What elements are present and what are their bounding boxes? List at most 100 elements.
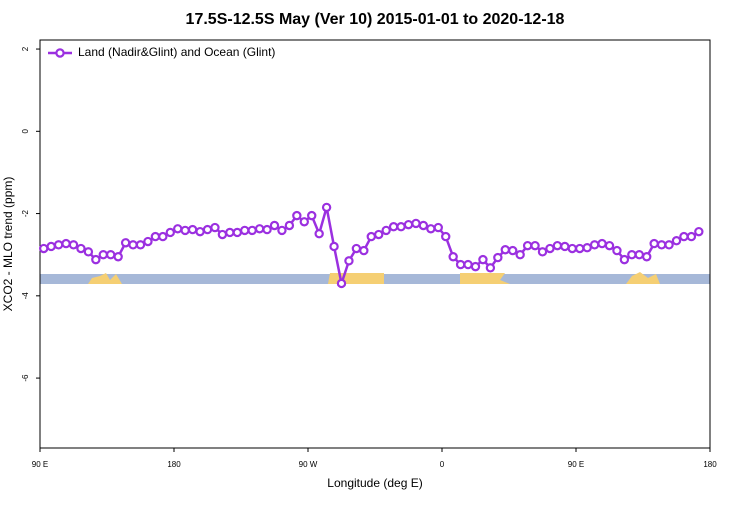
point (694, 226, 704, 237)
point (388, 222, 399, 232)
point (113, 252, 123, 262)
point (381, 225, 391, 236)
point (120, 238, 131, 248)
point (508, 245, 518, 256)
legend-label: Land (Nadir&Glint) and Ocean (Glint) (78, 45, 275, 59)
point (463, 259, 473, 270)
point (552, 240, 563, 251)
point (83, 247, 94, 257)
point (582, 243, 592, 253)
point (664, 240, 674, 250)
point (202, 224, 213, 235)
point (634, 249, 644, 260)
point (187, 224, 198, 235)
point (292, 210, 302, 221)
point (240, 225, 250, 236)
point (180, 225, 190, 236)
point (135, 240, 146, 250)
point (478, 254, 488, 265)
point (98, 249, 108, 260)
point (39, 243, 49, 254)
point (254, 224, 265, 234)
y-tick-label: -2 (21, 209, 30, 217)
x-tick-label: 180 (703, 460, 717, 469)
point (455, 259, 466, 270)
point (277, 225, 287, 236)
y-tick-label: -4 (21, 292, 30, 300)
point (567, 243, 577, 254)
point (448, 252, 458, 262)
point (329, 241, 339, 252)
point (143, 236, 153, 247)
point (307, 210, 317, 221)
point (493, 252, 503, 263)
point (537, 247, 548, 257)
point (262, 224, 272, 235)
legend-marker (55, 48, 65, 58)
point (374, 229, 384, 240)
point (597, 238, 607, 249)
point (76, 243, 86, 254)
point (210, 222, 220, 233)
chart-title: 17.5S-12.5S May (Ver 10) 2015-01-01 to 2… (186, 11, 565, 28)
x-tick-label: 90 E (568, 460, 584, 469)
point (642, 252, 652, 262)
x-tick-label: 90 E (32, 460, 48, 469)
point (195, 226, 205, 237)
y-axis-label: XCO2 - MLO trend (ppm) (1, 177, 15, 312)
point (470, 261, 481, 272)
y-tick-label: -6 (21, 374, 30, 382)
y-tick-label: 2 (21, 46, 30, 51)
point (604, 240, 615, 251)
plot-frame (39, 39, 711, 449)
point (53, 240, 64, 250)
point (485, 263, 496, 273)
point (91, 254, 101, 265)
point (46, 241, 56, 252)
y-tick-label: 0 (21, 129, 30, 134)
point (150, 231, 161, 242)
point (411, 218, 421, 229)
point (433, 222, 443, 233)
point (359, 245, 369, 256)
point (232, 227, 242, 238)
point (441, 231, 451, 242)
point (515, 249, 525, 260)
point (522, 240, 533, 251)
point (269, 220, 280, 231)
point (426, 224, 436, 234)
point (321, 202, 332, 213)
point (619, 254, 630, 265)
land-mask (40, 272, 710, 284)
point (500, 245, 510, 255)
point (225, 227, 235, 238)
point (679, 231, 689, 242)
point (128, 240, 138, 250)
point (560, 241, 570, 252)
x-tick-label: 0 (440, 460, 445, 469)
point (396, 222, 406, 232)
point (314, 229, 324, 239)
point (530, 240, 540, 251)
point (589, 240, 600, 250)
point (656, 240, 667, 250)
point (165, 227, 175, 238)
point (247, 225, 257, 236)
x-axis-label: Longitude (deg E) (327, 476, 422, 490)
point (403, 219, 414, 230)
point (344, 256, 354, 266)
point (351, 243, 362, 254)
point (336, 278, 347, 289)
point (61, 238, 71, 249)
point (366, 231, 376, 242)
point (173, 224, 183, 234)
point (418, 220, 429, 231)
point (217, 229, 228, 240)
point (575, 243, 585, 254)
point (627, 249, 637, 260)
point (68, 240, 79, 250)
x-tick-label: 180 (167, 460, 181, 469)
x-tick-label: 90 W (299, 460, 318, 469)
point (649, 238, 659, 249)
